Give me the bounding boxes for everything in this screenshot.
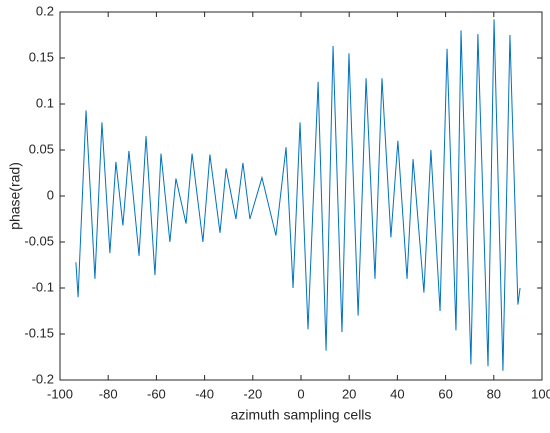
x-tick-label: 60 — [438, 386, 452, 401]
x-tick-label: 40 — [390, 386, 404, 401]
y-tick-label: 0.15 — [29, 49, 54, 64]
y-axis-label: phase(rad) — [7, 162, 23, 230]
y-tick-label: -0.2 — [32, 371, 54, 386]
y-tick-label: -0.15 — [24, 325, 54, 340]
x-tick-label: -40 — [195, 386, 214, 401]
x-tick-label: 0 — [297, 386, 304, 401]
data-line — [75, 19, 521, 371]
x-axis-label: azimuth sampling cells — [231, 407, 372, 423]
y-tick-label: -0.05 — [24, 233, 54, 248]
x-tick-label: -100 — [47, 386, 73, 401]
y-tick-label: 0.2 — [36, 3, 54, 18]
x-tick-label: 100 — [531, 386, 550, 401]
plot-frame — [59, 11, 543, 381]
y-tick-label: 0.05 — [29, 141, 54, 156]
y-tick-label: 0.1 — [36, 95, 54, 110]
y-tick-label: 0 — [47, 187, 54, 202]
x-tick-label: -20 — [243, 386, 262, 401]
x-tick-label: 20 — [342, 386, 356, 401]
x-tick-label: -80 — [99, 386, 118, 401]
x-tick-label: 80 — [487, 386, 501, 401]
y-tick-label: -0.1 — [32, 279, 54, 294]
x-tick-label: -60 — [147, 386, 166, 401]
